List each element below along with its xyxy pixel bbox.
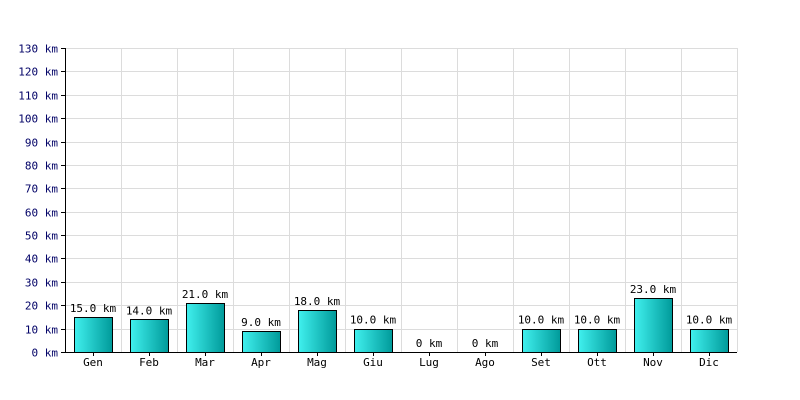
bar-mar: [186, 303, 225, 353]
y-tick-label: 0 km: [32, 347, 59, 360]
data-label-mar: 21.0 km: [182, 288, 229, 301]
y-tick-label: 30 km: [25, 277, 58, 290]
data-label-nov: 23.0 km: [630, 283, 677, 296]
bar-mag: [298, 310, 337, 353]
y-tick-label: 100 km: [18, 113, 58, 126]
x-tick-label: Mag: [307, 356, 327, 369]
y-tick-label: 90 km: [25, 137, 58, 150]
bar-apr: [242, 331, 281, 353]
y-tick-label: 80 km: [25, 160, 58, 173]
bar-set: [522, 329, 561, 353]
y-tick-label: 40 km: [25, 253, 58, 266]
data-label-dic: 10.0 km: [686, 314, 733, 327]
data-label-gen: 15.0 km: [70, 302, 117, 315]
data-label-apr: 9.0 km: [241, 316, 281, 329]
data-label-feb: 14.0 km: [126, 304, 173, 317]
x-tick-label: Dic: [699, 356, 719, 369]
x-tick-label: Nov: [643, 356, 663, 369]
x-tick-label: Giu: [363, 356, 383, 369]
bar-ott: [578, 329, 617, 353]
y-tick-label: 110 km: [18, 90, 58, 103]
x-tick-label: Feb: [139, 356, 159, 369]
bar-nov: [634, 298, 673, 353]
data-labels: 15.0 km 14.0 km 21.0 km 9.0 km 18.0 km 10.0 k…: [70, 283, 733, 350]
y-tick-label: 10 km: [25, 324, 58, 337]
x-tick-label: Ago: [475, 356, 495, 369]
data-label-mag: 18.0 km: [294, 295, 341, 308]
x-tick-label: Set: [531, 356, 551, 369]
bar-dic: [690, 329, 729, 353]
y-tick-label: 130 km: [18, 43, 58, 56]
x-tick-label: Lug: [419, 356, 439, 369]
y-tick-label: 60 km: [25, 207, 58, 220]
y-tick-label: 120 km: [18, 66, 58, 79]
x-tick-label: Apr: [251, 356, 271, 369]
bar-gen: [74, 317, 113, 353]
x-tick-label: Gen: [83, 356, 103, 369]
data-label-giu: 10.0 km: [350, 314, 397, 327]
bar-feb: [130, 319, 169, 353]
data-label-lug: 0 km: [416, 337, 443, 350]
data-label-ago: 0 km: [472, 337, 499, 350]
data-label-set: 10.0 km: [518, 314, 565, 327]
x-tick-label: Mar: [195, 356, 215, 369]
gridlines: [65, 48, 738, 352]
y-tick-label: 50 km: [25, 230, 58, 243]
axes: 0 km 10 km 20 km 30 km 40 km 50 km 60 km 70 km 8…: [18, 43, 737, 369]
y-tick-label: 20 km: [25, 300, 58, 313]
y-tick-label: 70 km: [25, 183, 58, 196]
x-tick-label: Ott: [587, 356, 607, 369]
bar-giu: [354, 329, 393, 353]
data-label-ott: 10.0 km: [574, 314, 621, 327]
